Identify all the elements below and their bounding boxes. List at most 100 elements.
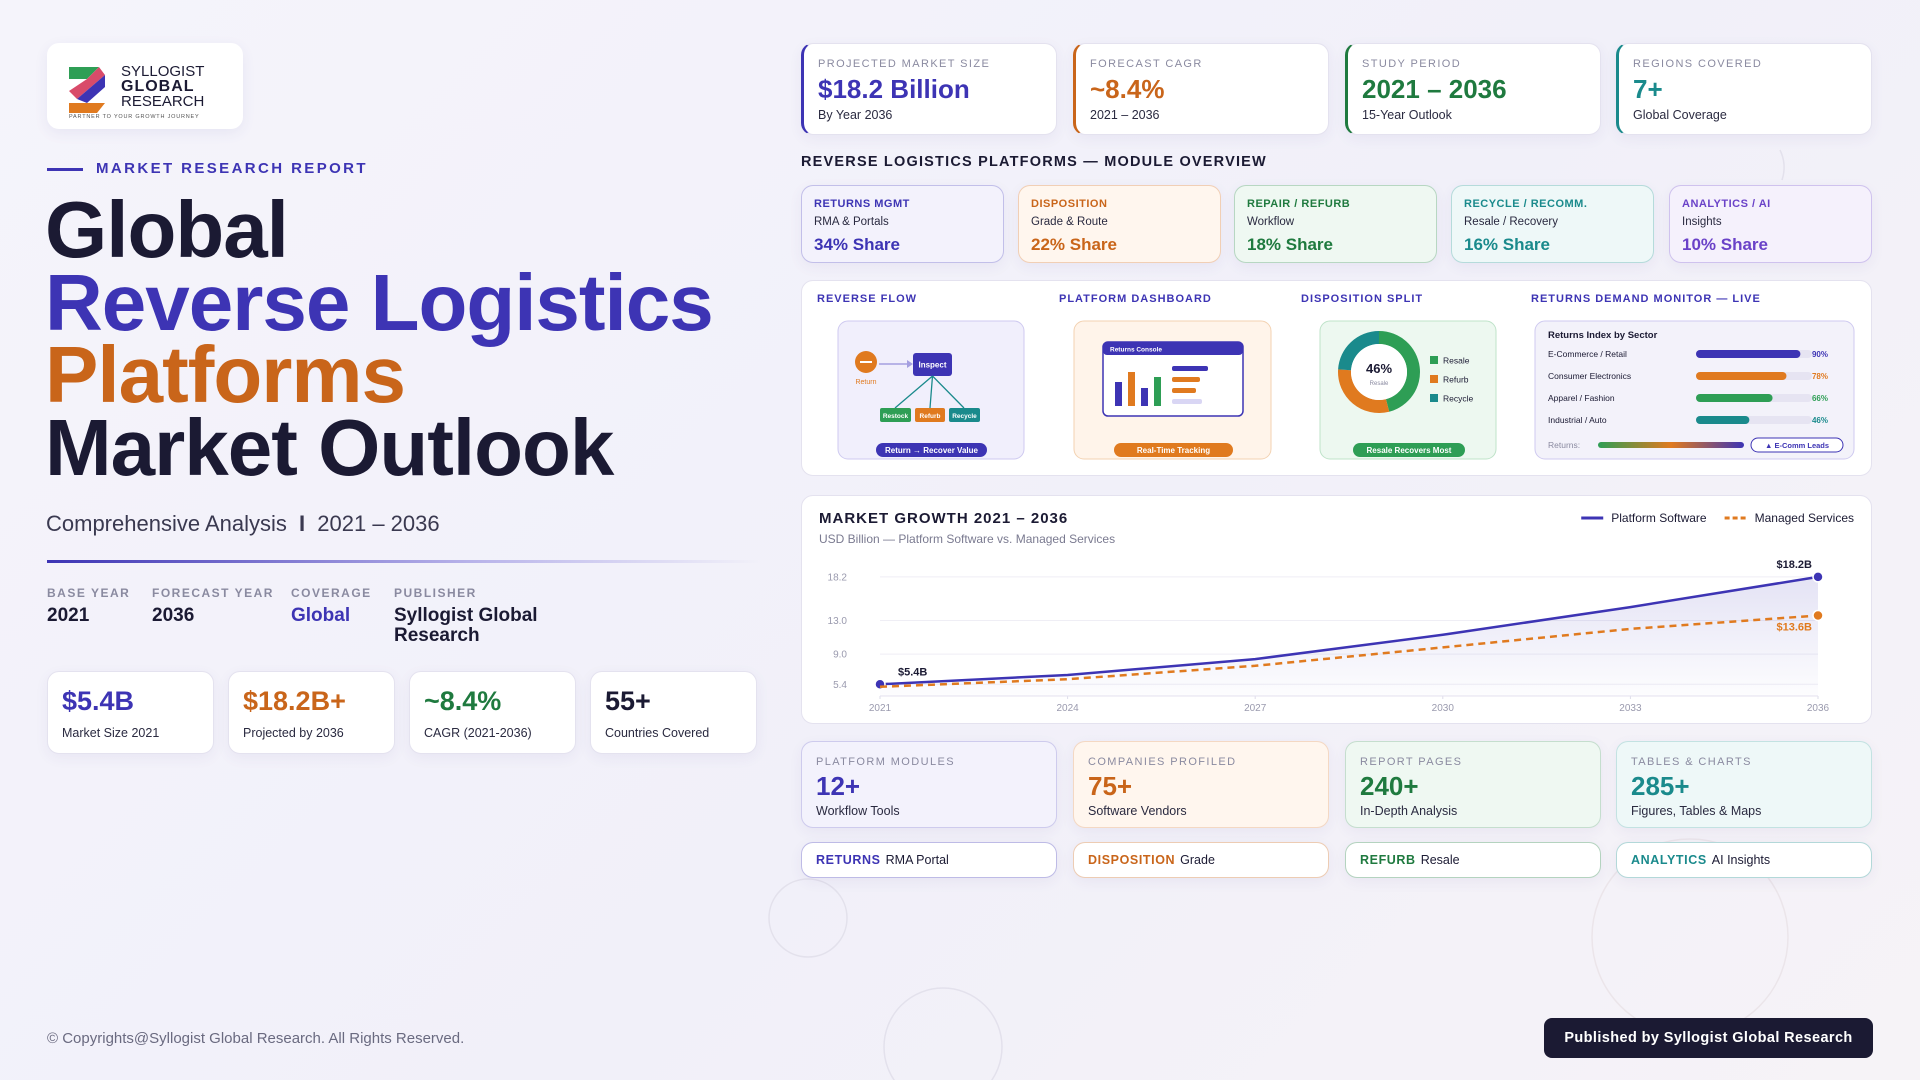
title-line: Reverse Logistics: [45, 258, 714, 347]
value-label: 78%: [1812, 372, 1828, 381]
flow-start-icon: [860, 361, 872, 363]
series-line: [879, 575, 1819, 686]
x-tick-label: 2024: [1056, 703, 1079, 714]
module-desc: Insights: [1682, 216, 1722, 228]
module-name: RECYCLE / RECOMM.: [1464, 198, 1588, 210]
publisher-badge: Published by Syllogist Global Research: [1544, 1018, 1873, 1058]
returns-gradient: [1598, 442, 1744, 448]
legend-swatch: [1430, 394, 1438, 402]
card: STUDY PERIOD 2021 – 2036 15-Year Outlook: [1345, 43, 1601, 135]
panel-title: PLATFORM DASHBOARD: [1059, 293, 1212, 305]
donut-hole: [1351, 344, 1407, 400]
legend-swatch: [1430, 375, 1438, 383]
stat-label: Countries Covered: [605, 726, 710, 740]
panel-graphics: REVERSE FLOW PLATFORM DASHBOARD DISPOSIT…: [817, 293, 1855, 460]
y-tick-label: 9.0: [833, 650, 847, 661]
module-name: ANALYTICS / AI: [1682, 198, 1771, 210]
logo-text: RESEARCH: [121, 93, 204, 110]
series-line: [879, 614, 1819, 689]
kpi-value: $18.2 Billion: [818, 74, 970, 104]
kpi-note: Global Coverage: [1633, 108, 1727, 122]
console-decor-line: [1172, 388, 1196, 393]
legend-swatch: [1430, 356, 1438, 364]
x-tick-label: 2027: [1244, 703, 1267, 714]
stat-label: CAGR (2021-2036): [424, 726, 532, 740]
title-line: Global: [45, 185, 289, 274]
value-label: 46%: [1812, 416, 1828, 425]
x-tick-label: 2036: [1807, 703, 1830, 714]
logo: SYLLOGIST GLOBAL RESEARCH PARTNER TO YOU…: [69, 63, 204, 120]
logo-shape: [69, 67, 105, 99]
value-label: 66%: [1812, 394, 1828, 403]
console-decor-line: [1172, 366, 1208, 371]
stat-value: ~8.4%: [424, 686, 502, 716]
monitor-badge: ▲ E-Comm Leads: [1765, 441, 1829, 450]
card: ANALYTICS AI Insights: [1616, 842, 1872, 878]
decor-circle: [768, 878, 848, 958]
x-tick-label: 2030: [1432, 703, 1455, 714]
kpi-value: 2021 – 2036: [1362, 74, 1507, 104]
divider: [47, 560, 760, 563]
kpi-value: ~8.4%: [1090, 74, 1165, 104]
split-caption-pill: [1353, 443, 1465, 457]
flow-branches: [894, 375, 965, 409]
category-label: Apparel / Fashion: [1548, 393, 1615, 403]
y-tick-label: 5.4: [833, 680, 847, 691]
bar: [1696, 372, 1787, 380]
logo-card: SYLLOGIST GLOBAL RESEARCH PARTNER TO YOU…: [47, 43, 243, 129]
card: DISPOSITION Grade: [1073, 842, 1329, 878]
card: COMPANIES PROFILED 75+ Software Vendors: [1073, 741, 1329, 828]
stat-label: Market Size 2021: [62, 726, 160, 740]
card: PLATFORM MODULES 12+ Workflow Tools: [801, 741, 1057, 828]
flow-start-label: Return: [855, 379, 876, 386]
logo-text: GLOBAL: [121, 78, 195, 95]
dashboard-caption: Real-Time Tracking: [1137, 446, 1210, 455]
donut-segment: [1337, 369, 1390, 413]
flow-hub: [913, 353, 952, 376]
stat-value: 285+: [1631, 771, 1690, 801]
flow-caption: Return → Recover Value: [885, 446, 978, 455]
tag-key: REFURB: [1360, 853, 1416, 867]
card: DISPOSITION Grade & Route 22% Share: [1018, 185, 1221, 263]
stat-label: REPORT PAGES: [1360, 756, 1463, 768]
stat-label: PLATFORM MODULES: [816, 756, 955, 768]
meta-value: 2036: [152, 605, 195, 626]
card: RETURNS RMA Portal: [801, 842, 1057, 878]
legend-label: Managed Services: [1755, 511, 1854, 525]
stat-note: In-Depth Analysis: [1360, 804, 1458, 818]
module-name: RETURNS MGMT: [814, 198, 910, 210]
stat-value: $18.2B+: [243, 686, 346, 716]
x-tick-label: 2021: [869, 703, 892, 714]
logo-text: SYLLOGIST: [121, 63, 204, 80]
card: REPAIR / REFURB Workflow 18% Share: [1234, 185, 1437, 263]
value-label: $5.4B: [898, 666, 927, 678]
legend-label: Refurb: [1443, 375, 1469, 385]
panel-title: REVERSE FLOW: [817, 293, 917, 305]
module-name: REPAIR / REFURB: [1247, 198, 1351, 210]
growth-card: MARKET GROWTH 2021 – 2036 USD Billion — …: [801, 495, 1872, 724]
subtitle-text: Comprehensive Analysis: [46, 511, 287, 536]
meta-value: 2021: [47, 605, 90, 626]
console-decor-line: [1172, 399, 1202, 404]
title-line: Platforms: [45, 330, 406, 419]
flow-outcome: [880, 408, 911, 422]
flow-hub-label: Inspect: [918, 361, 946, 370]
flow-outcome-label: Refurb: [920, 413, 941, 420]
module-desc: Resale / Recovery: [1464, 216, 1558, 228]
kpi-label: REGIONS COVERED: [1633, 58, 1763, 70]
donut-sub: Resale: [1370, 381, 1389, 387]
flow-outcome: [949, 408, 980, 422]
split-caption: Resale Recovers Most: [1367, 446, 1452, 455]
card: ~8.4% CAGR (2021-2036): [409, 671, 576, 754]
category-label: Industrial / Auto: [1548, 415, 1607, 425]
kpi-value: 7+: [1633, 74, 1663, 104]
monitor-title: Returns Index by Sector: [1548, 330, 1658, 341]
y-tick-label: 13.0: [828, 616, 848, 627]
modules-title: REVERSE LOGISTICS PLATFORMS — MODULE OVE…: [801, 154, 1267, 170]
module-desc: Grade & Route: [1031, 216, 1108, 228]
legend-label: Resale: [1443, 356, 1470, 366]
card: $18.2B+ Projected by 2036: [228, 671, 395, 754]
tag-text: Grade: [1180, 853, 1215, 867]
